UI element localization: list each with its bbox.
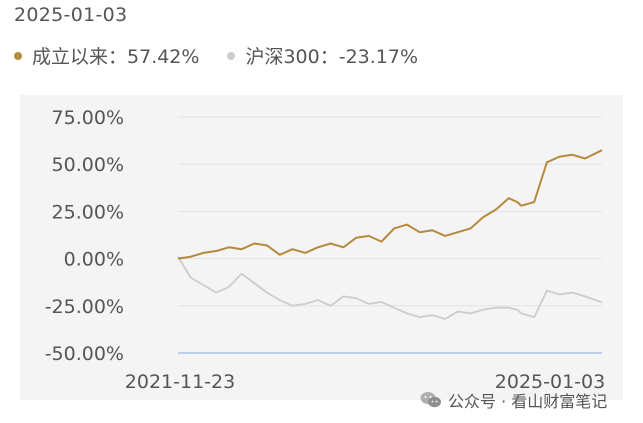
series-line-fund	[177, 149, 603, 260]
legend-label-index: 沪深300：-23.17%	[245, 46, 419, 68]
legend-label-fund: 成立以来：57.42%	[32, 46, 200, 68]
x-tick-label: 2021-11-23	[125, 371, 235, 393]
x-tick-label: 2025-01-03	[495, 371, 605, 393]
y-tick-label: -50.00%	[45, 343, 124, 365]
legend-item-fund: 成立以来：57.42%	[14, 42, 199, 69]
y-tick-label: 50.00%	[52, 154, 124, 176]
series-line-index	[177, 256, 603, 320]
legend: 成立以来：57.42% 沪深300：-23.17%	[14, 42, 446, 69]
y-tick-label: 75.00%	[52, 107, 124, 129]
y-tick-label: -25.00%	[45, 296, 124, 318]
date-label: 2025-01-03	[14, 4, 128, 26]
plot-background	[20, 95, 623, 400]
watermark: 公众号 · 看山财富笔记	[420, 388, 607, 412]
y-tick-label: 25.00%	[52, 201, 124, 223]
legend-dot-index	[227, 51, 236, 60]
legend-dot-fund	[14, 51, 22, 60]
legend-item-index: 沪深300：-23.17%	[227, 42, 418, 69]
watermark-text: 公众号 · 看山财富笔记	[448, 392, 608, 411]
wechat-icon	[420, 391, 442, 409]
y-tick-label: 0.00%	[64, 249, 124, 271]
